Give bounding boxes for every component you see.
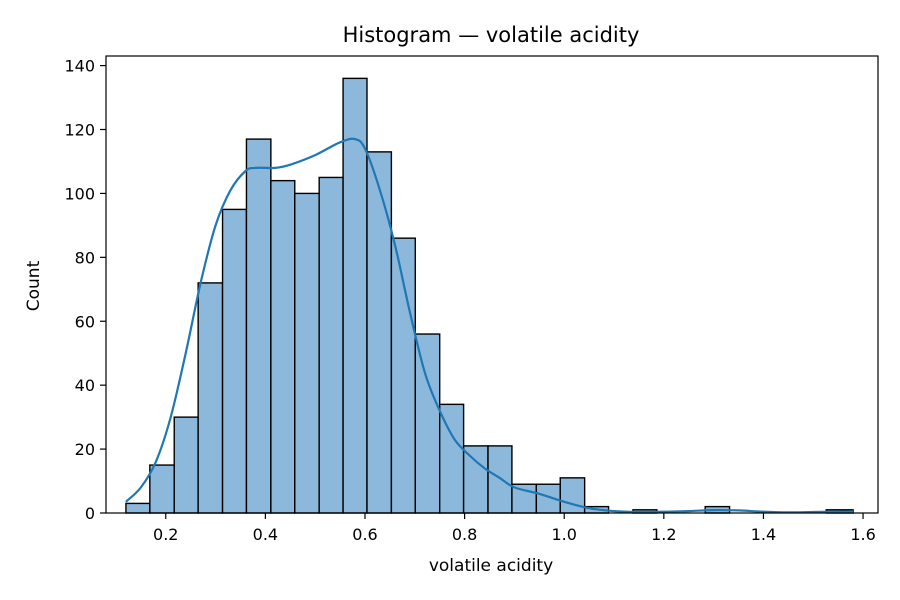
y-tick-label: 120 xyxy=(64,121,95,140)
y-tick-label: 40 xyxy=(75,376,95,395)
histogram-bar xyxy=(221,208,248,514)
y-tick-label: 0 xyxy=(85,504,95,523)
histogram-bar xyxy=(294,192,320,514)
histogram-bar xyxy=(125,502,151,514)
x-tick-label: 1.2 xyxy=(651,525,676,544)
y-axis-label: Count xyxy=(24,260,44,311)
y-tick-label: 140 xyxy=(64,57,95,76)
histogram-bar xyxy=(197,282,224,514)
histogram-bar xyxy=(366,151,393,514)
x-tick-label: 0.2 xyxy=(153,525,178,544)
histogram-bar xyxy=(245,138,272,514)
y-tick-label: 20 xyxy=(75,440,95,459)
histogram-bar xyxy=(173,416,199,514)
x-tick-label: 1.0 xyxy=(551,525,576,544)
x-tick-label: 0.4 xyxy=(253,525,278,544)
histogram-bar xyxy=(318,176,344,514)
x-tick-label: 0.6 xyxy=(352,525,377,544)
histogram-bar xyxy=(149,464,175,514)
histogram-bar xyxy=(414,333,441,514)
x-tick-label: 1.4 xyxy=(751,525,776,544)
y-axis: 0 20 40 60 80 100 120 140 xyxy=(64,57,106,523)
x-axis-label: volatile acidity xyxy=(429,556,553,576)
histogram-bar xyxy=(270,179,296,514)
x-axis: 0.2 0.4 0.6 0.8 1.0 1.2 1.4 1.6 xyxy=(153,513,876,544)
chart-title: Histogram — volatile acidity xyxy=(343,23,640,47)
y-tick-label: 100 xyxy=(64,184,95,203)
x-tick-label: 1.6 xyxy=(850,525,875,544)
histogram-bar xyxy=(487,445,513,514)
x-tick-label: 0.8 xyxy=(452,525,477,544)
y-tick-label: 80 xyxy=(75,248,95,267)
histogram-bar xyxy=(559,477,586,514)
plot-frame xyxy=(105,55,879,514)
histogram-bar xyxy=(462,445,489,514)
kde-curve xyxy=(125,137,854,514)
y-tick-label: 60 xyxy=(75,312,95,331)
histogram-bars xyxy=(125,77,854,514)
